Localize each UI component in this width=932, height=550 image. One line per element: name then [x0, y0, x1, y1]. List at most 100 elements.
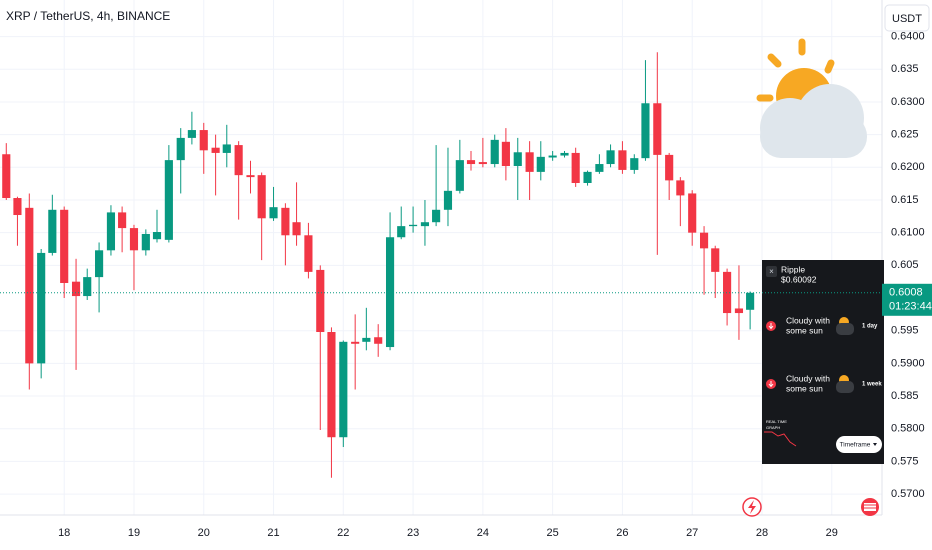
y-tick-label: 0.635 [891, 63, 919, 75]
candle-body [525, 152, 534, 172]
forecast-text: Cloudy with [786, 373, 830, 383]
x-tick-label: 27 [686, 527, 698, 539]
candle-body [665, 154, 674, 181]
candle-body [618, 150, 627, 170]
chart-title: XRP / TetherUS, 4h, BINANCE [6, 9, 170, 23]
candle-body [420, 222, 430, 227]
trend-arrow [768, 381, 774, 388]
forecast-text: some sun [786, 325, 823, 335]
weather-widget: × Ripple $0.60092 REAL TIME GRAPH Timefr… [762, 260, 884, 464]
x-tick-label: 19 [128, 527, 140, 539]
y-tick-label: 0.6200 [891, 161, 925, 173]
forecast-cloud [836, 381, 854, 393]
candle-body [339, 341, 348, 438]
forecast-period: 1 week [862, 382, 882, 388]
candle-body [688, 193, 697, 233]
forecast-text: Cloudy with [786, 315, 830, 325]
candle-body [269, 207, 278, 219]
candle-body [257, 175, 266, 219]
trend-arrow [768, 323, 774, 330]
candle-body [141, 233, 150, 251]
x-tick-label: 21 [267, 527, 279, 539]
candle-body [362, 337, 371, 342]
candle-body [641, 103, 650, 159]
candle-body [164, 160, 173, 240]
candles [2, 52, 755, 478]
candle-body [281, 207, 290, 236]
candle-body [327, 332, 336, 438]
candle-body [536, 156, 545, 172]
y-tick-label: 0.595 [891, 325, 919, 337]
candle-body [746, 292, 755, 310]
x-tick-label: 29 [826, 527, 838, 539]
y-tick-label: 0.585 [891, 390, 919, 402]
x-tick-label: 26 [616, 527, 628, 539]
candle-body [513, 152, 522, 167]
x-tick-label: 23 [407, 527, 419, 539]
x-tick-label: 28 [756, 527, 768, 539]
candle-body [595, 164, 604, 172]
last-price-box [882, 283, 932, 316]
x-tick-label: 22 [337, 527, 349, 539]
candle-body [13, 198, 22, 216]
candle-body [118, 212, 127, 229]
currency-button[interactable] [884, 4, 930, 32]
candle-body [560, 152, 569, 156]
candle-body [734, 308, 744, 314]
candle-body [501, 141, 510, 167]
candle-body [304, 235, 313, 272]
candle-body [187, 130, 196, 138]
candle-body [129, 228, 139, 251]
candle-body [71, 281, 81, 297]
candle-body [316, 269, 325, 333]
graph-label: GRAPH [766, 425, 780, 430]
candle-body [466, 160, 476, 165]
timeframe-label[interactable]: Timeframe [840, 442, 871, 449]
weather-icon [756, 38, 867, 158]
candle-body [455, 160, 464, 191]
x-tick-label: 20 [198, 527, 210, 539]
y-tick-label: 0.6400 [891, 31, 925, 43]
candle-body [152, 232, 162, 240]
y-tick-label: 0.5800 [891, 423, 925, 435]
candle-body [385, 237, 395, 348]
candle-body [583, 171, 592, 183]
candle-body [397, 226, 406, 238]
candle-body [37, 252, 46, 364]
coin-name: Ripple [781, 264, 805, 274]
candle-body [2, 154, 11, 199]
y-tick-label: 0.605 [891, 259, 919, 271]
axes: 0.6400 0.635 0.6300 0.625 0.6200 0.615 0.6100 0… [58, 31, 925, 539]
candle-body [211, 147, 220, 153]
candle-body [571, 152, 580, 183]
y-tick-label: 0.6100 [891, 227, 925, 239]
candle-body [443, 190, 453, 210]
x-tick-label: 24 [477, 527, 489, 539]
candle-body [676, 180, 685, 196]
forecast-period: 1 day [862, 324, 878, 330]
x-tick-label: 18 [58, 527, 70, 539]
coin-glyph: × [769, 267, 774, 276]
y-tick-label: 0.6300 [891, 96, 925, 108]
sparkline [764, 431, 797, 447]
x-tick-label: 25 [547, 527, 559, 539]
graph-label: REAL TIME [766, 419, 787, 424]
y-tick-label: 0.615 [891, 194, 919, 206]
currency-label[interactable]: USDT [892, 13, 922, 25]
forecast-cloud [836, 323, 854, 335]
candle-body [432, 209, 441, 223]
y-tick-label: 0.575 [891, 455, 919, 467]
candle-body [199, 130, 208, 151]
candle-body [409, 224, 418, 227]
timeframe-button[interactable] [836, 436, 882, 453]
last-price: 0.6008 01:23:44 [0, 283, 932, 316]
coin-price: $0.60092 [781, 274, 817, 284]
candle-body [374, 337, 383, 344]
candle-body [653, 103, 662, 155]
candle-body [222, 144, 231, 153]
dropdown-arrow [873, 443, 877, 446]
candle-body [630, 158, 639, 170]
candle-body [490, 139, 499, 165]
